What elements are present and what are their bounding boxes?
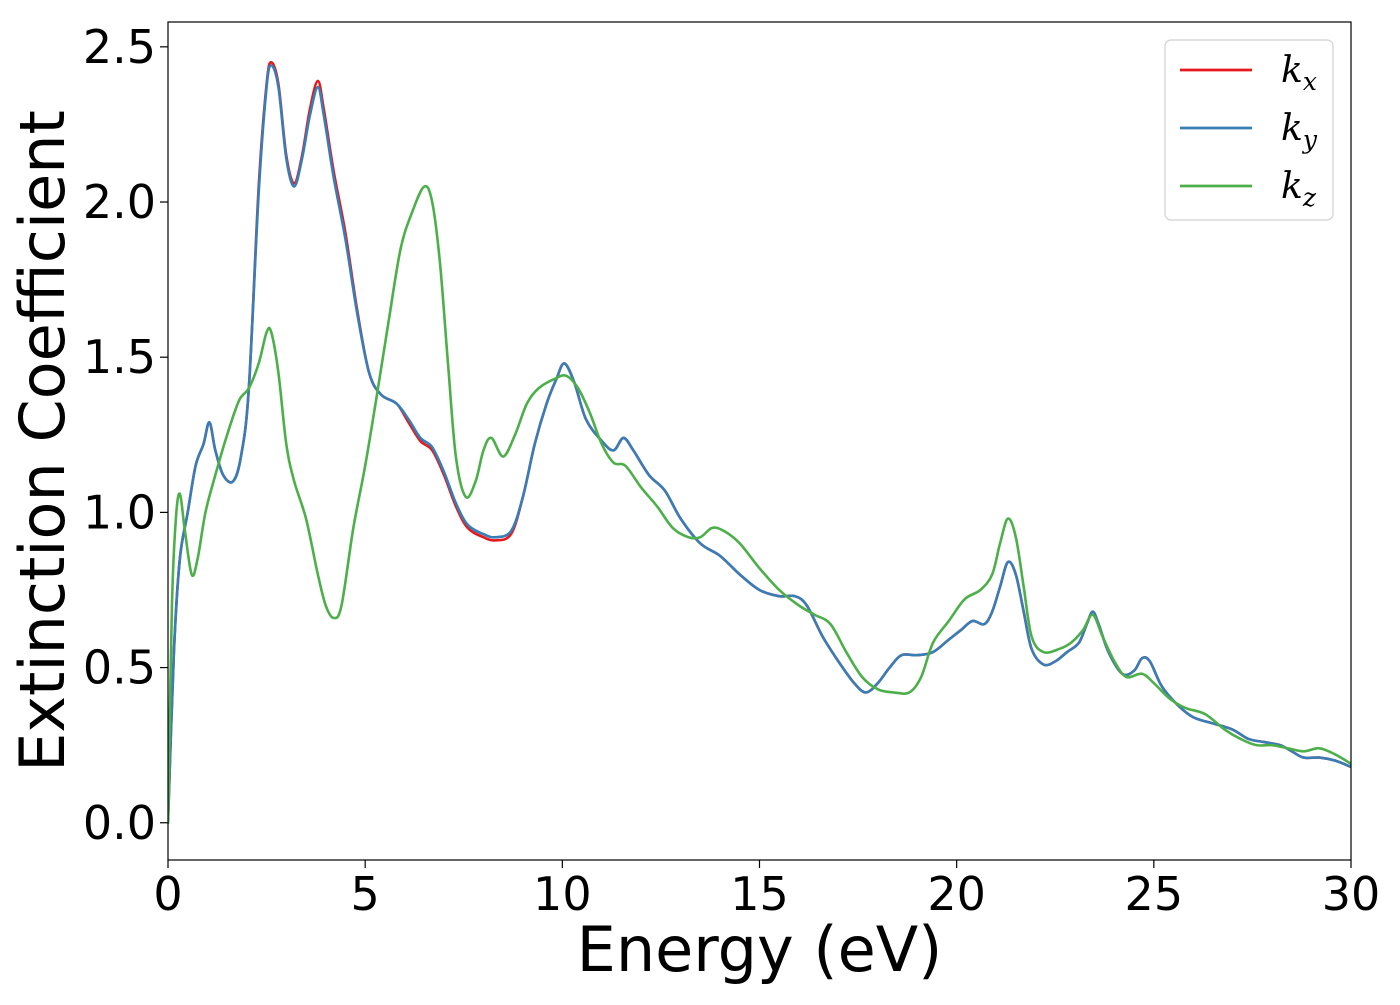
y-tick-label: 2.0 — [83, 175, 156, 229]
x-tick-label: 25 — [1125, 867, 1184, 921]
y-tick-label: 1.5 — [83, 330, 156, 384]
x-tick-label: 5 — [351, 867, 380, 921]
x-tick-label: 30 — [1322, 867, 1381, 921]
x-tick-label: 15 — [730, 867, 789, 921]
x-axis: 0 5 10 15 20 25 30 — [153, 860, 1380, 921]
legend-label-x: kx — [1281, 50, 1317, 96]
y-tick-label: 0.0 — [83, 796, 156, 850]
series-line-z — [168, 184, 1351, 825]
x-tick-label: 10 — [533, 867, 592, 921]
y-axis-title: Extinction Coefficient — [6, 110, 79, 772]
legend: kx ky kz — [1164, 39, 1334, 221]
x-axis-title: Energy (eV) — [577, 913, 943, 986]
y-axis: 0.0 0.5 1.0 1.5 2.0 2.5 — [83, 20, 168, 850]
series-layer — [168, 61, 1351, 825]
legend-label-y: ky — [1281, 108, 1318, 154]
y-tick-label: 1.0 — [83, 485, 156, 539]
legend-box — [1164, 39, 1334, 221]
x-tick-label: 0 — [153, 867, 182, 921]
legend-label-z: kz — [1281, 166, 1317, 212]
y-tick-label: 2.5 — [83, 20, 156, 74]
x-tick-label: 20 — [927, 867, 986, 921]
y-tick-label: 0.5 — [83, 641, 156, 695]
